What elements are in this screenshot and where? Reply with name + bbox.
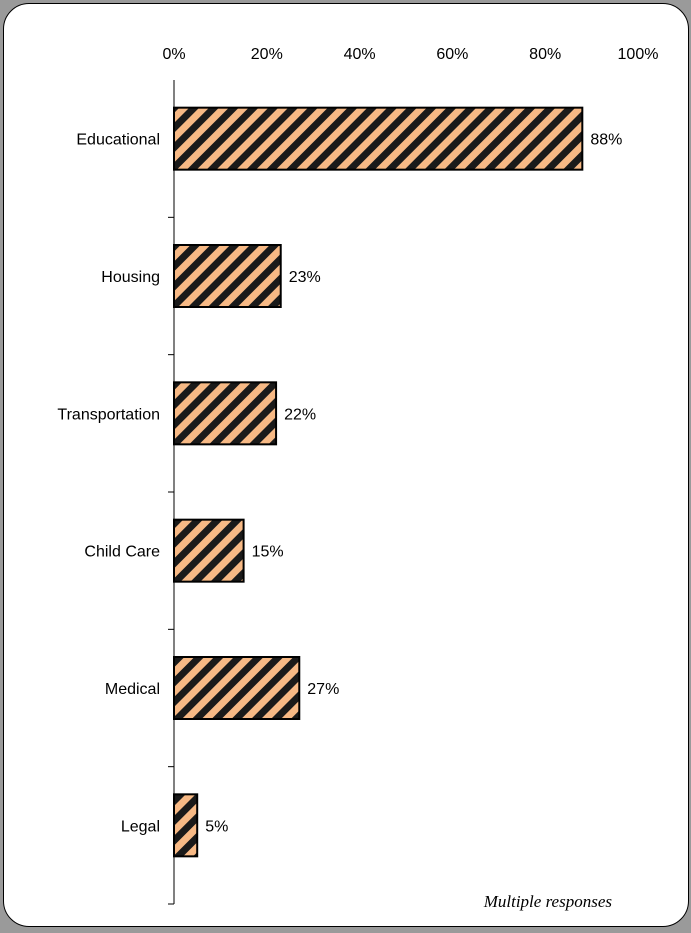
- category-label: Legal: [121, 818, 160, 835]
- bar-housing: [173, 244, 282, 308]
- x-tick-label: 0%: [162, 46, 185, 63]
- data-label: 23%: [289, 269, 321, 286]
- x-tick-label: 20%: [251, 46, 283, 63]
- data-label: 22%: [284, 406, 316, 423]
- x-tick-label: 40%: [344, 46, 376, 63]
- bar-educational: [173, 106, 584, 171]
- category-label: Housing: [101, 269, 160, 286]
- data-label: 27%: [307, 681, 339, 698]
- x-tick-label: 100%: [618, 46, 659, 63]
- bar-transportation: [173, 381, 278, 446]
- category-label: Child Care: [84, 544, 160, 561]
- category-label: Educational: [76, 132, 160, 149]
- data-label: 15%: [252, 544, 284, 561]
- category-label: Transportation: [57, 406, 160, 423]
- data-label: 5%: [205, 818, 228, 835]
- x-tick-label: 60%: [436, 46, 468, 63]
- category-label: Medical: [105, 681, 160, 698]
- chart-annotation: Multiple responses: [483, 892, 613, 911]
- bar-legal: [173, 793, 199, 858]
- x-tick-label: 80%: [529, 46, 561, 63]
- bar-medical: [173, 656, 301, 720]
- bar-child-care: [173, 518, 245, 583]
- data-label: 88%: [590, 132, 622, 149]
